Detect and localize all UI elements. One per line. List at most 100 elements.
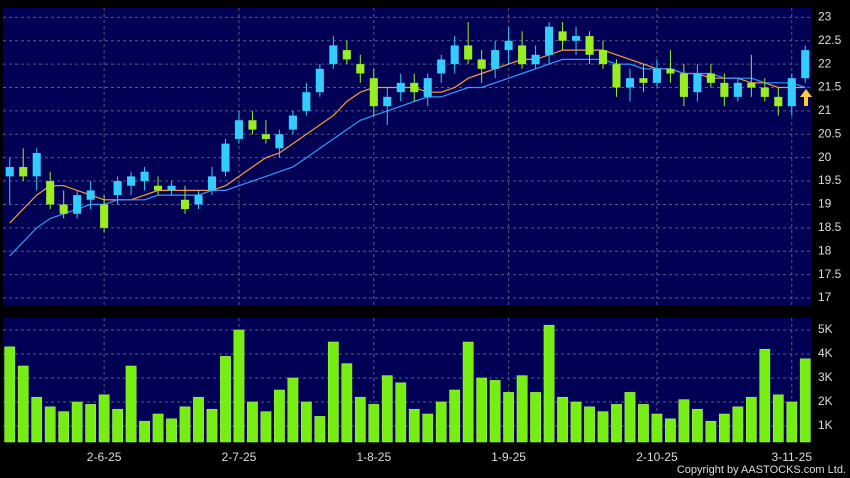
candle-body [625, 78, 635, 88]
y-tick-label: 18 [818, 243, 832, 257]
volume-bar [166, 418, 177, 443]
volume-bar [503, 392, 514, 443]
candle-body [383, 96, 392, 107]
candle-body [302, 92, 311, 111]
candle-body [221, 143, 230, 172]
volume-bar [745, 396, 757, 443]
volume-bar [247, 401, 258, 443]
candle-body [32, 152, 41, 177]
volume-bar [327, 341, 339, 443]
volume-bar [341, 363, 353, 443]
price-panel [3, 8, 812, 305]
volume-bar [759, 348, 771, 443]
y-tick-label: 17.5 [818, 267, 842, 281]
y-tick-label: 23 [818, 10, 832, 24]
candle-body [315, 68, 324, 93]
candle-body [639, 78, 648, 83]
y-tick-label: 5K [818, 322, 833, 336]
y-tick-label: 17 [818, 290, 832, 304]
y-tick-label: 19 [818, 197, 832, 211]
candle-body [59, 204, 68, 214]
volume-bar [220, 356, 231, 443]
candle-body [504, 40, 513, 51]
candle-body [180, 199, 190, 210]
volume-bar [638, 404, 649, 443]
candle-body [760, 87, 769, 97]
x-tick-label: 3-11-25 [772, 450, 813, 464]
candle-body [666, 68, 675, 74]
candle-body [86, 190, 95, 200]
candle-body [19, 167, 28, 177]
volume-bar [152, 413, 164, 443]
y-tick-label: 22.5 [818, 33, 842, 47]
volume-bar [584, 406, 595, 443]
candle-body [558, 31, 567, 41]
volume-bar [435, 401, 447, 443]
arrow-icon [800, 89, 812, 106]
candle-body [369, 78, 378, 107]
candle-body [720, 82, 729, 97]
volume-bar [395, 382, 407, 443]
volume-bar [233, 329, 245, 443]
volume-bar [193, 396, 204, 443]
candle-body [747, 82, 756, 88]
candle-body [423, 78, 432, 97]
volume-bar [543, 324, 555, 443]
volume-bar [462, 341, 474, 443]
y-tick-label: 21.5 [818, 80, 842, 94]
candle-body [450, 45, 459, 65]
volume-bar [516, 375, 528, 443]
volume-bar [489, 380, 501, 443]
volume-bar [301, 401, 312, 443]
candle-body [801, 50, 810, 79]
candle-body [288, 115, 297, 130]
candle-body [113, 181, 122, 196]
volume-bar [4, 346, 16, 443]
volume-bar [772, 394, 784, 443]
candle-body [207, 176, 217, 191]
candle-body [598, 50, 608, 65]
x-tick-label: 2-6-25 [87, 450, 122, 464]
volume-bar [692, 408, 703, 443]
volume-bar [408, 408, 420, 443]
volume-bar [260, 411, 272, 443]
candle-body [679, 73, 688, 97]
candle-body [73, 195, 82, 214]
candle-body [531, 54, 540, 65]
volume-bar [624, 392, 636, 443]
volume-bar [557, 396, 568, 443]
candle-body [167, 185, 176, 191]
candle-body [437, 59, 446, 74]
candle-body [787, 78, 796, 107]
volume-bar [570, 401, 582, 443]
volume-bar [85, 404, 97, 443]
volume-bar [718, 413, 730, 443]
volume-bar [354, 396, 366, 443]
volume-bar [71, 401, 83, 443]
volume-bar [381, 375, 393, 443]
volume-bar [58, 411, 70, 443]
copyright: Copyright by AASTOCKS.com Ltd. [677, 464, 846, 476]
volume-bar [799, 358, 811, 443]
candle-body [5, 167, 14, 177]
volume-bar [678, 399, 690, 443]
y-tick-label: 20 [818, 150, 832, 164]
candle-body [464, 45, 473, 60]
volume-bar [287, 377, 299, 443]
volume-bar [112, 408, 123, 443]
y-tick-label: 18.5 [818, 220, 842, 234]
candle-body [571, 36, 581, 41]
x-tick-label: 2-7-25 [222, 450, 257, 464]
volume-bar [274, 389, 285, 443]
candle-body [477, 59, 486, 69]
volume-panel [3, 318, 812, 442]
candle-body [329, 45, 338, 65]
y-tick-label: 4K [818, 346, 833, 360]
candle-body [234, 120, 244, 139]
volume-bar [786, 401, 798, 443]
candle-body [194, 195, 203, 205]
y-tick-label: 19.5 [818, 173, 842, 187]
candle-body [356, 64, 365, 74]
candle-body [706, 73, 715, 83]
